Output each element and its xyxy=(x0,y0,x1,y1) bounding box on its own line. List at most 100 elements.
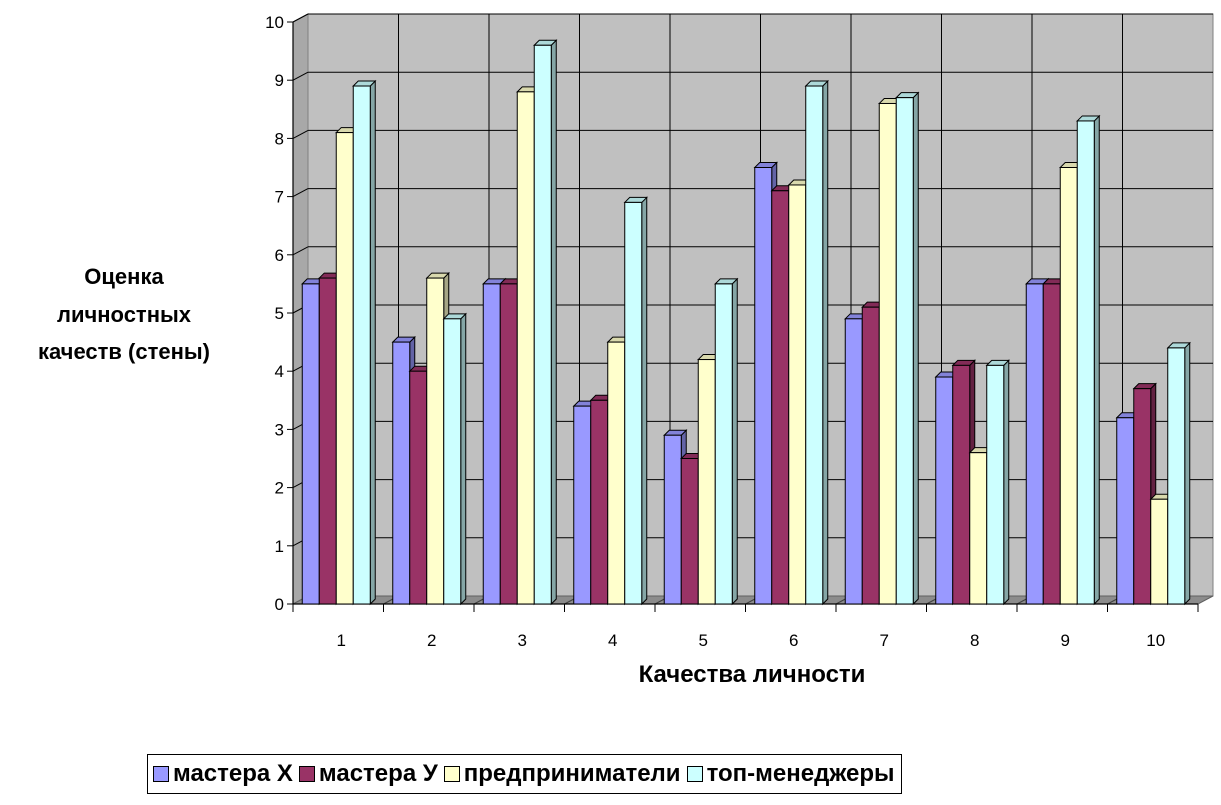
bar-side xyxy=(1003,359,1010,606)
x-tick-label: 8 xyxy=(970,631,979,650)
h-gridline-side xyxy=(292,246,309,256)
bar-front xyxy=(516,91,535,605)
y-tick-label: 7 xyxy=(275,188,284,207)
bar-front xyxy=(409,370,428,605)
bar-front xyxy=(443,318,462,605)
legend-item-top-managers: топ-менеджеры xyxy=(686,760,895,788)
bar-front xyxy=(788,184,807,605)
bar-front xyxy=(1042,283,1061,605)
bars xyxy=(301,39,1191,606)
legend-label-masters-x: мастера Х xyxy=(173,760,293,787)
bar-side xyxy=(1184,341,1191,606)
bar-front xyxy=(895,97,914,605)
legend-label-top-managers: топ-менеджеры xyxy=(706,760,895,787)
y-tick-labels: 0 1 2 3 4 5 6 7 8 9 10 xyxy=(265,13,284,614)
legend-label-masters-u: мастера У xyxy=(318,760,438,787)
bar xyxy=(623,196,648,606)
bar-front xyxy=(952,364,971,605)
h-gridline-side xyxy=(292,129,309,139)
x-axis-title: Качества личности xyxy=(639,661,866,688)
bar xyxy=(804,79,829,606)
legend-swatch-masters-u xyxy=(298,766,315,782)
bar-front xyxy=(533,44,552,605)
bar-front xyxy=(771,190,790,605)
bar-front xyxy=(969,452,988,605)
bar-front xyxy=(935,376,954,605)
y-axis-title-line-1: Оценка xyxy=(84,264,164,289)
legend-item-masters-u: мастера У xyxy=(298,760,438,788)
bar-side xyxy=(731,277,738,606)
bar xyxy=(985,359,1010,606)
x-tick-label: 5 xyxy=(699,631,708,650)
bar xyxy=(1166,341,1191,606)
bar-front xyxy=(426,277,445,605)
bar-front xyxy=(1025,283,1044,605)
y-tick-label: 6 xyxy=(275,246,284,265)
bar-front xyxy=(352,85,371,605)
bar-side xyxy=(641,196,648,606)
bar-front xyxy=(697,359,716,605)
legend-item-masters-x: мастера Х xyxy=(153,760,293,788)
y-tick-label: 1 xyxy=(275,537,284,556)
legend-swatch-top-managers xyxy=(686,766,703,782)
bar-front xyxy=(986,364,1005,605)
bar-front xyxy=(861,306,880,605)
y-tick-label: 2 xyxy=(275,479,284,498)
x-tick-label: 2 xyxy=(427,631,436,650)
x-tick-label: 3 xyxy=(518,631,527,650)
bar-front xyxy=(663,434,682,605)
bar-front xyxy=(754,167,773,605)
bar xyxy=(533,39,558,606)
bar-front xyxy=(392,341,411,605)
bar-front xyxy=(680,458,699,605)
x-tick-label: 4 xyxy=(608,631,617,650)
h-gridline-side xyxy=(292,188,309,198)
bar-front xyxy=(1167,347,1186,605)
y-axis-title-line-2: личностных xyxy=(57,302,192,327)
bar-front xyxy=(607,341,626,605)
legend-swatch-entrepreneurs xyxy=(443,766,460,782)
bar-front xyxy=(335,132,354,605)
x-tick-label: 9 xyxy=(1061,631,1070,650)
x-tick-label: 10 xyxy=(1146,631,1165,650)
bar-side xyxy=(460,312,467,606)
bar xyxy=(352,79,377,606)
y-tick-label: 5 xyxy=(275,304,284,323)
bar-side xyxy=(369,79,376,606)
bar-front xyxy=(714,283,733,605)
x-tick-label: 6 xyxy=(789,631,798,650)
bar-front xyxy=(318,277,337,605)
bar-front xyxy=(878,102,897,605)
bar-front xyxy=(1150,498,1169,605)
bar xyxy=(442,312,467,606)
bar-front xyxy=(499,283,518,605)
bar xyxy=(895,91,920,606)
y-tick-label: 8 xyxy=(275,129,284,148)
bar-side xyxy=(822,79,829,606)
x-tick-label: 1 xyxy=(337,631,346,650)
bar-front xyxy=(301,283,320,605)
bar-front xyxy=(624,201,643,605)
bar-front xyxy=(573,405,592,605)
bar xyxy=(1076,114,1101,606)
h-gridline-side xyxy=(292,71,309,81)
bar-front xyxy=(1133,388,1152,605)
bar-front xyxy=(1116,417,1135,605)
h-gridline-side xyxy=(292,13,309,23)
bar-side xyxy=(550,39,557,606)
bar-front xyxy=(1059,167,1078,605)
bar-front xyxy=(805,85,824,605)
legend-swatch-masters-x xyxy=(153,766,169,782)
bar-front xyxy=(844,318,863,605)
bar xyxy=(714,277,739,606)
y-tick-label: 3 xyxy=(275,420,284,439)
legend-item-entrepreneurs: предприниматели xyxy=(443,760,681,788)
bar-side xyxy=(1093,114,1100,606)
bar-front xyxy=(1076,120,1095,605)
bar-side xyxy=(912,91,919,606)
x-tick-label: 7 xyxy=(880,631,889,650)
legend-label-entrepreneurs: предприниматели xyxy=(463,760,681,787)
y-tick-label: 0 xyxy=(275,595,284,614)
y-tick-label: 10 xyxy=(265,13,284,32)
